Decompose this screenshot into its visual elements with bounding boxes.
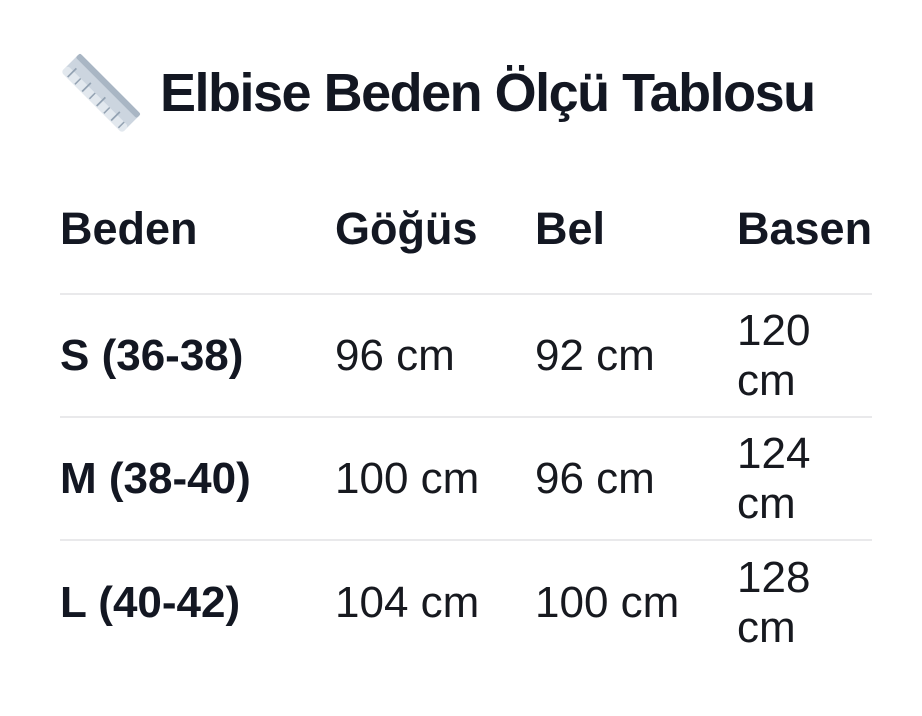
cell-hip: 124 cm: [737, 428, 811, 528]
cell-hip: 128 cm: [737, 552, 811, 652]
ruler-icon: [60, 52, 142, 134]
cell-waist: 100 cm: [535, 577, 680, 627]
header-cell-gogus: Göğüs: [335, 203, 478, 254]
page-title: Elbise Beden Ölçü Tablosu: [160, 63, 816, 123]
cell-chest: 104 cm: [335, 577, 480, 627]
cell-waist: 92 cm: [535, 330, 655, 380]
cell-size: M (38-40): [60, 453, 251, 503]
cell-chest: 96 cm: [335, 330, 455, 380]
table-header-row: Beden Göğüs Bel Basen: [60, 202, 872, 295]
cell-size: S (36-38): [60, 330, 244, 380]
table-row: S (36-38) 96 cm 92 cm 120 cm: [60, 295, 872, 418]
size-table: Beden Göğüs Bel Basen S (36-38) 96 cm 92…: [60, 202, 872, 664]
cell-waist: 96 cm: [535, 453, 655, 503]
table-row: L (40-42) 104 cm 100 cm 128 cm: [60, 541, 872, 664]
header-cell-basen: Basen: [737, 203, 873, 254]
cell-hip: 120 cm: [737, 305, 811, 405]
table-row: M (38-40) 100 cm 96 cm 124 cm: [60, 418, 872, 541]
cell-size: L (40-42): [60, 577, 241, 627]
header-cell-beden: Beden: [60, 203, 198, 254]
cell-chest: 100 cm: [335, 453, 480, 503]
size-chart-page: Elbise Beden Ölçü Tablosu Beden Göğüs Be…: [60, 50, 872, 664]
header-cell-bel: Bel: [535, 203, 606, 254]
page-header: Elbise Beden Ölçü Tablosu: [60, 50, 872, 136]
